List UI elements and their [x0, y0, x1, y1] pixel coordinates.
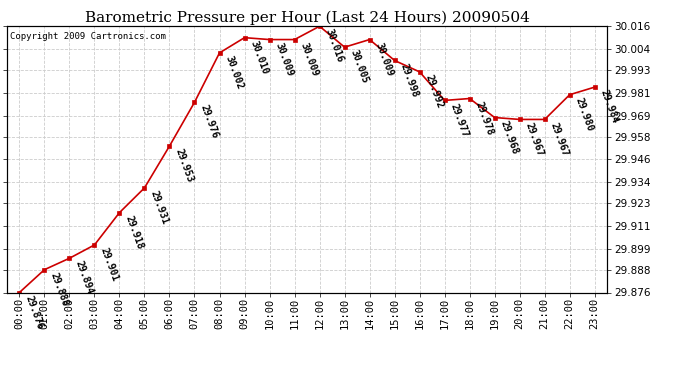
Text: 29.931: 29.931 [148, 189, 170, 226]
Text: 29.876: 29.876 [23, 294, 45, 330]
Text: 29.980: 29.980 [574, 96, 595, 133]
Text: 29.967: 29.967 [549, 121, 571, 158]
Text: 29.894: 29.894 [74, 260, 95, 296]
Text: 30.010: 30.010 [248, 39, 270, 76]
Text: 29.918: 29.918 [124, 214, 145, 250]
Text: 29.901: 29.901 [99, 246, 120, 283]
Text: 29.984: 29.984 [599, 88, 620, 125]
Text: 30.009: 30.009 [374, 41, 395, 78]
Text: 30.009: 30.009 [299, 41, 320, 78]
Text: 29.968: 29.968 [499, 119, 520, 156]
Text: 30.009: 30.009 [274, 41, 295, 78]
Title: Barometric Pressure per Hour (Last 24 Hours) 20090504: Barometric Pressure per Hour (Last 24 Ho… [85, 11, 529, 25]
Text: 29.888: 29.888 [48, 271, 70, 308]
Text: 29.953: 29.953 [174, 147, 195, 184]
Text: 29.998: 29.998 [399, 62, 420, 98]
Text: 29.976: 29.976 [199, 104, 220, 140]
Text: 29.967: 29.967 [524, 121, 545, 158]
Text: Copyright 2009 Cartronics.com: Copyright 2009 Cartronics.com [10, 32, 166, 40]
Text: 30.002: 30.002 [224, 54, 245, 91]
Text: 29.978: 29.978 [474, 100, 495, 136]
Text: 29.977: 29.977 [448, 102, 471, 138]
Text: 30.005: 30.005 [348, 48, 371, 85]
Text: 29.992: 29.992 [424, 73, 445, 110]
Text: 30.016: 30.016 [324, 28, 345, 64]
